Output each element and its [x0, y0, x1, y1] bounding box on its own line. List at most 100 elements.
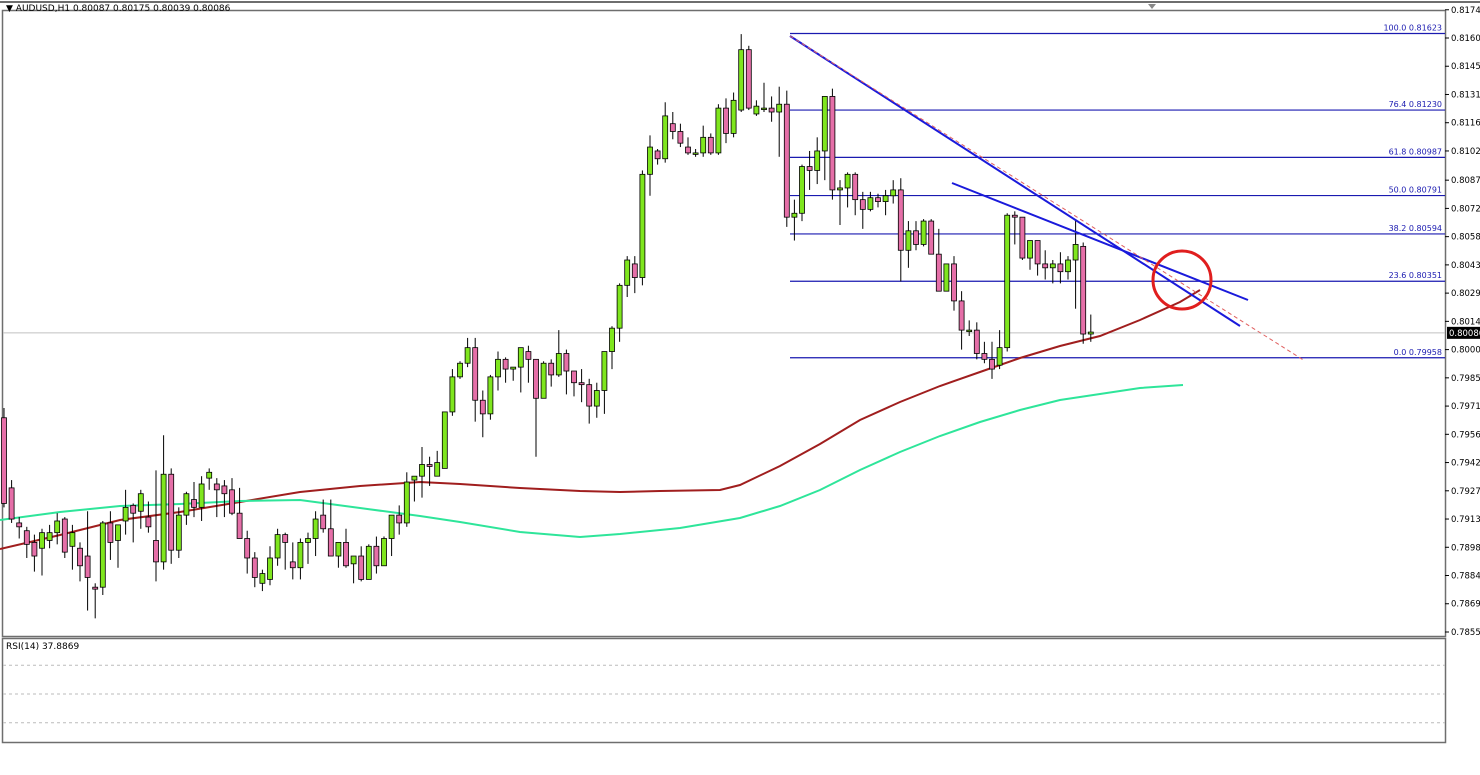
- candle: [1065, 256, 1071, 280]
- dashed-trendline[interactable]: [789, 35, 1306, 362]
- candle: [145, 501, 152, 533]
- price-tick-label: 0.81455: [1451, 62, 1480, 72]
- candle: [624, 256, 631, 298]
- trendline-main[interactable]: [789, 35, 1241, 327]
- candle: [517, 347, 524, 393]
- candle: [99, 520, 106, 595]
- candle: [875, 193, 881, 208]
- candle: [350, 555, 357, 584]
- moving-average-red: [0, 289, 1201, 550]
- candle: [647, 135, 653, 196]
- candle: [966, 320, 973, 336]
- candle: [396, 505, 403, 535]
- candle: [616, 283, 623, 342]
- candle: [479, 390, 486, 438]
- candle: [1027, 240, 1033, 270]
- price-tick-label: 0.78985: [1451, 543, 1480, 553]
- candle: [631, 256, 638, 294]
- price-tick-label: 0.80145: [1451, 317, 1480, 327]
- fib-level-label: 38.2 0.80594: [1389, 224, 1442, 233]
- candle: [358, 546, 365, 582]
- candle: [487, 374, 494, 420]
- candle: [213, 478, 220, 518]
- candle: [973, 322, 980, 360]
- candle: [282, 532, 289, 570]
- price-tick-label: 0.79565: [1451, 430, 1480, 440]
- candle: [768, 96, 775, 122]
- candle: [183, 491, 190, 525]
- candle: [1004, 213, 1011, 352]
- candle: [457, 361, 463, 379]
- candle: [84, 511, 91, 611]
- candle: [761, 82, 767, 113]
- candle: [654, 149, 661, 165]
- current-price-label: 0.80086: [1449, 329, 1480, 339]
- fib-level-label: 23.6 0.80351: [1389, 271, 1442, 280]
- fib-level-label: 0.0 0.79958: [1394, 348, 1442, 357]
- candle: [153, 470, 159, 582]
- candle: [31, 534, 38, 572]
- candle: [525, 345, 532, 383]
- candle: [814, 137, 821, 185]
- candle: [122, 489, 129, 535]
- price-tick-label: 0.79855: [1451, 374, 1480, 384]
- candle: [434, 450, 441, 477]
- candle: [343, 528, 349, 568]
- candle: [555, 330, 562, 377]
- candle: [1042, 250, 1049, 280]
- candle: [669, 112, 676, 140]
- fib-level-label: 61.8 0.80987: [1389, 147, 1442, 156]
- candle: [685, 137, 691, 155]
- candle: [305, 532, 311, 564]
- candle: [996, 330, 1003, 370]
- candle: [229, 478, 235, 516]
- candle: [388, 514, 395, 557]
- candle: [403, 472, 410, 527]
- candle: [882, 189, 889, 216]
- candle: [738, 34, 745, 113]
- candle: [958, 291, 965, 350]
- candle: [297, 538, 304, 580]
- candle: [1087, 314, 1094, 342]
- shift-marker-icon[interactable]: [1148, 4, 1156, 9]
- candle: [46, 524, 53, 549]
- candle: [510, 366, 517, 381]
- candle: [989, 341, 995, 379]
- candle: [829, 88, 836, 200]
- candle: [897, 178, 904, 282]
- candle: [191, 482, 197, 518]
- candle: [852, 172, 859, 216]
- candle: [913, 221, 919, 251]
- candle: [540, 361, 547, 399]
- current-price-badge: [1447, 326, 1480, 339]
- candle: [39, 528, 45, 576]
- candle: [335, 542, 342, 568]
- symbol-label: AUDUSD,H1: [15, 4, 71, 14]
- candle: [449, 369, 456, 416]
- candle: [753, 100, 760, 116]
- candle: [730, 92, 737, 138]
- candle: [1019, 216, 1026, 261]
- candle: [928, 219, 935, 255]
- candle: [844, 172, 851, 208]
- candle: [920, 219, 927, 247]
- candle: [365, 544, 372, 580]
- price-tick-label: 0.80725: [1451, 204, 1480, 214]
- candle: [859, 191, 866, 229]
- candle: [419, 446, 425, 498]
- candle: [289, 542, 296, 580]
- candle: [61, 517, 68, 558]
- chevron-down-icon[interactable]: ▼: [6, 4, 13, 14]
- trendline-secondary[interactable]: [951, 182, 1249, 301]
- candle: [441, 411, 448, 469]
- candle: [259, 569, 266, 592]
- candle: [221, 480, 228, 518]
- candle: [464, 337, 471, 368]
- candle: [312, 511, 319, 557]
